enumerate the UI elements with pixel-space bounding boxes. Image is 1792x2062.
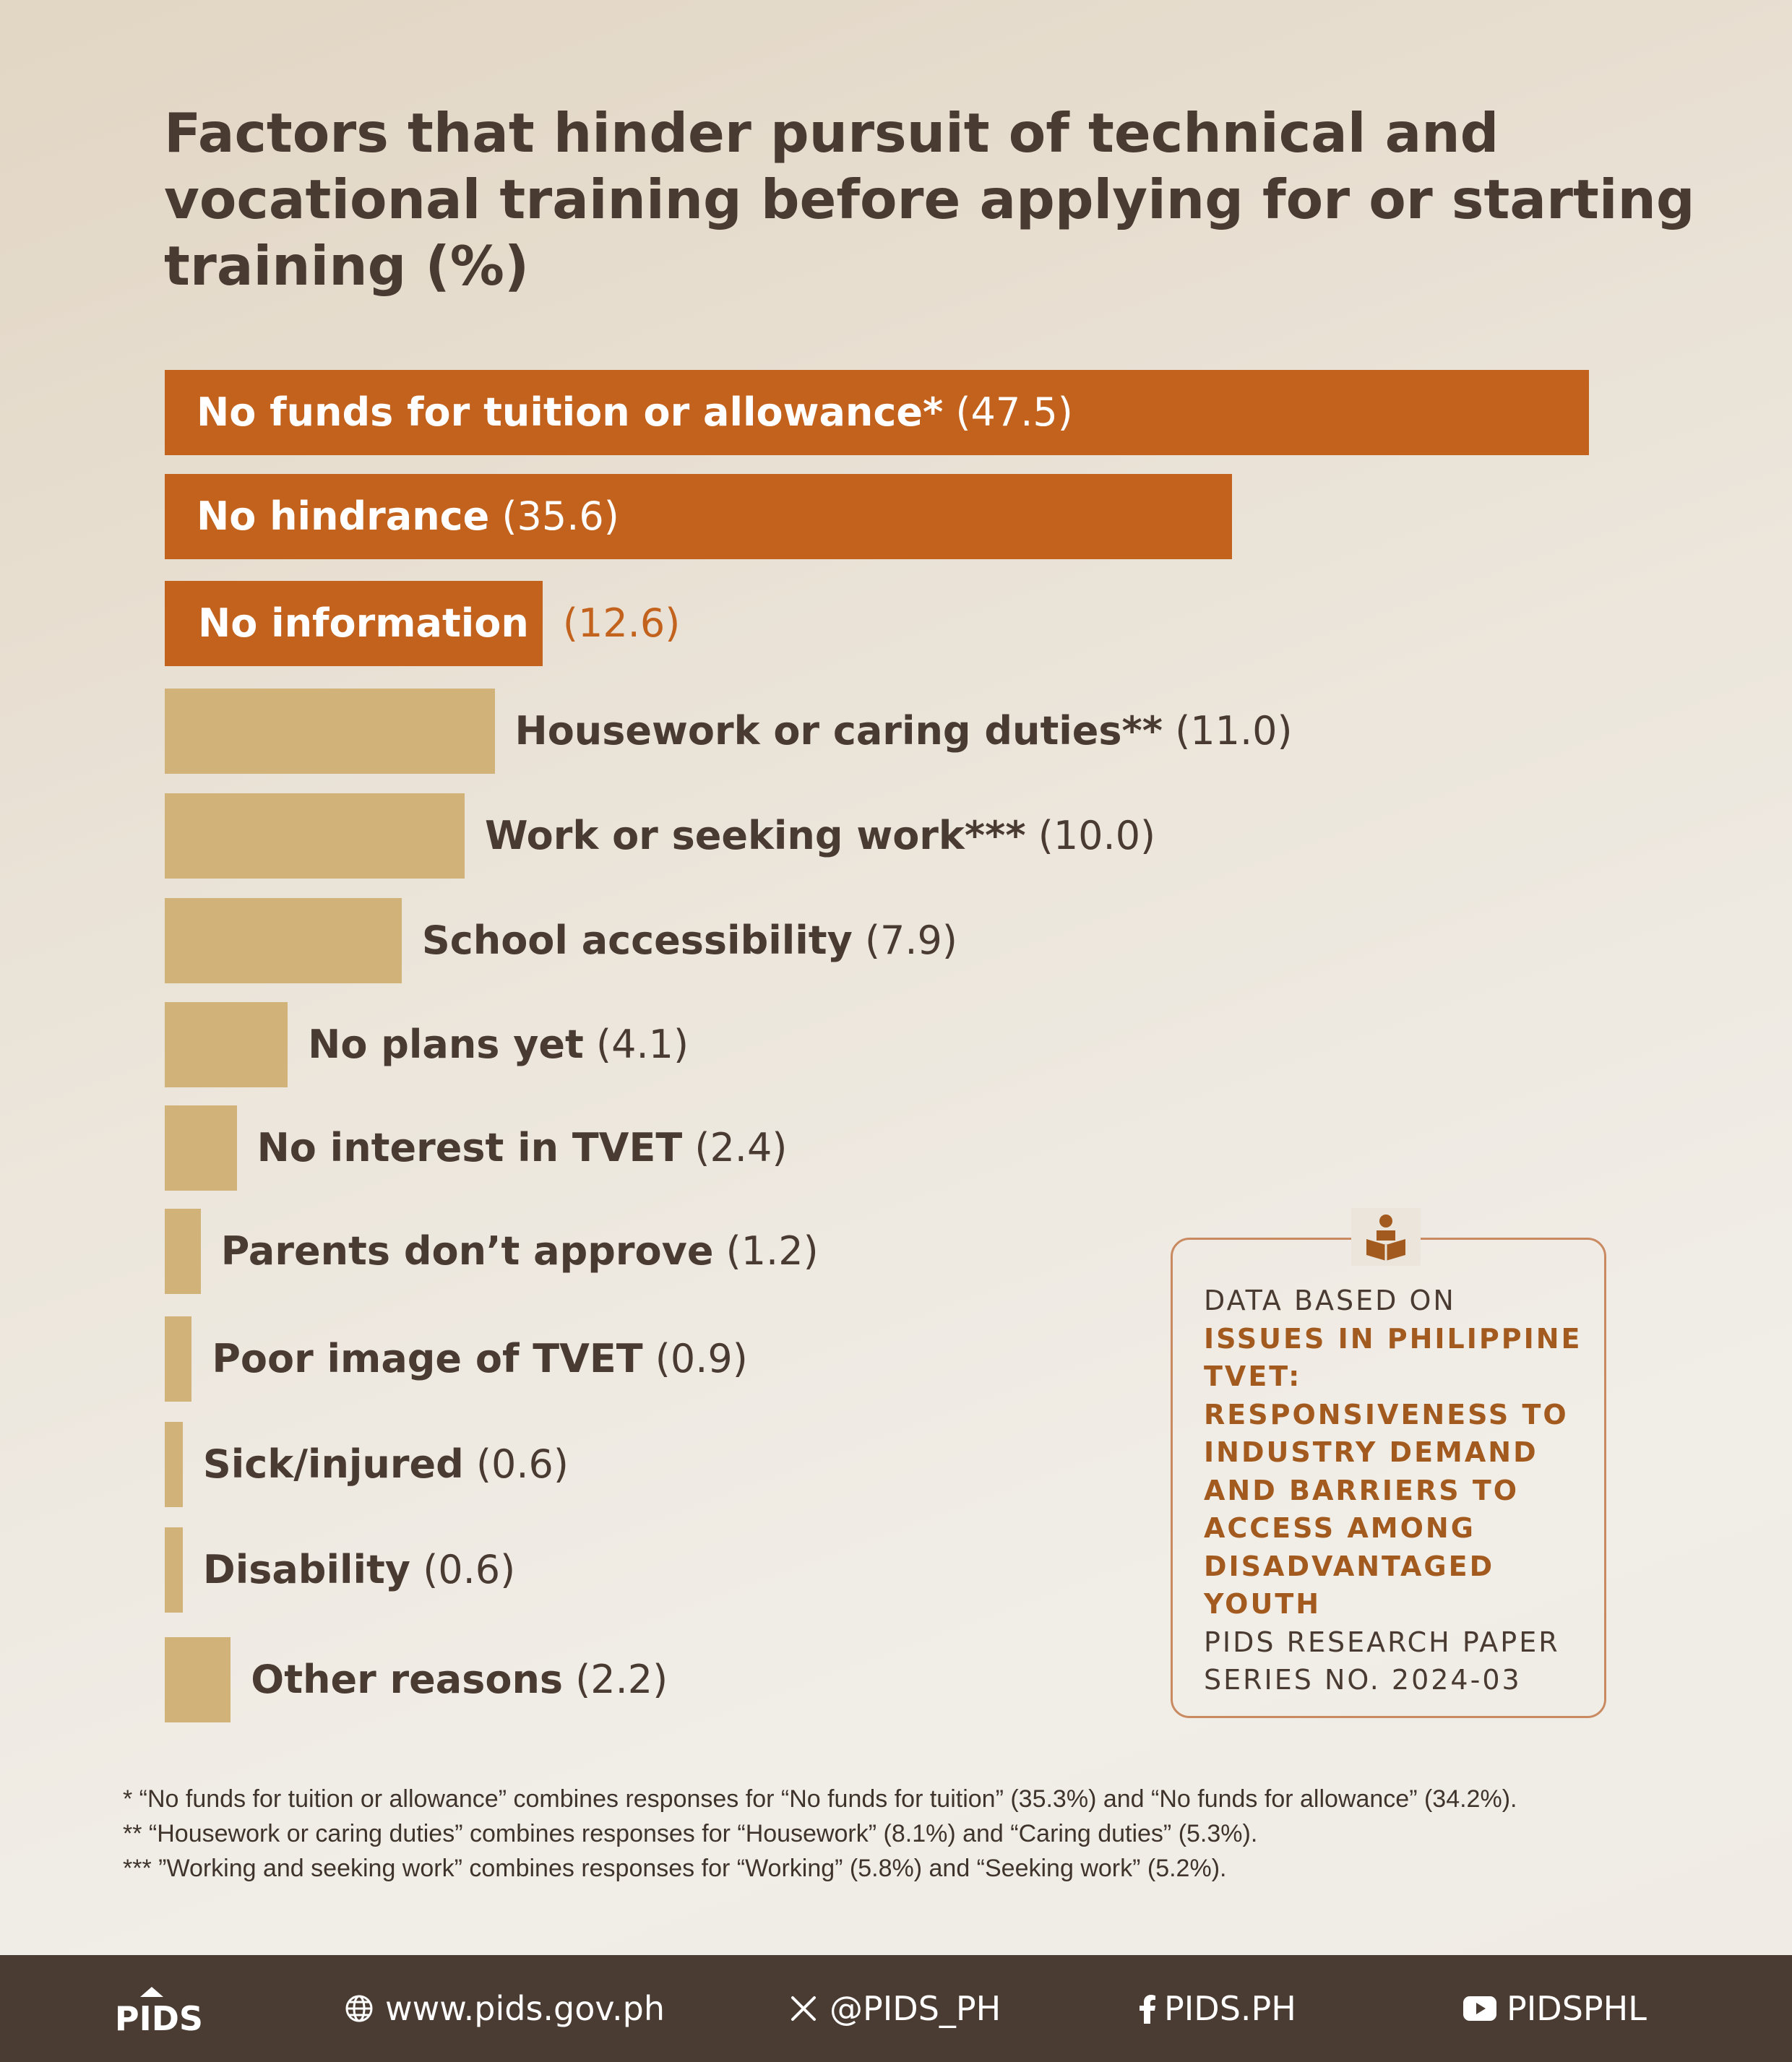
bar — [165, 1316, 192, 1402]
website-text: www.pids.gov.ph — [385, 1989, 665, 2028]
bar-value-label: (2.4) — [694, 1125, 788, 1170]
footnotes: * “No funds for tuition or allowance” co… — [123, 1782, 1778, 1886]
bar-value-label: (0.6) — [423, 1547, 516, 1592]
footnote: ** “Housework or caring duties” combines… — [123, 1820, 1258, 1847]
bar-label: Sick/injured (0.6) — [203, 1422, 569, 1507]
bar — [165, 1527, 183, 1613]
bar-label: No information (12.6) — [198, 581, 680, 666]
bar-value-label: (10.0) — [1038, 813, 1156, 858]
globe-icon — [343, 1993, 375, 2024]
bar-label: No funds for tuition or allowance* (47.5… — [197, 370, 1073, 455]
bar-category-label: Other reasons — [251, 1657, 564, 1702]
facebook-icon — [1138, 1993, 1157, 2024]
bar-value-label: (1.2) — [725, 1228, 819, 1274]
bar-value-label: (2.2) — [575, 1657, 668, 1702]
footnote: *** ”Working and seeking work” combines … — [123, 1855, 1227, 1882]
bar-label: Poor image of TVET (0.9) — [212, 1316, 747, 1402]
youtube-link[interactable]: PIDSPHL — [1463, 1955, 1647, 2062]
x-icon — [788, 1993, 819, 2024]
bar-label: Other reasons (2.2) — [251, 1637, 668, 1722]
bar-category-label: School accessibility — [421, 918, 853, 963]
bar-category-label: Disability — [202, 1547, 411, 1592]
bar-category-label: No plans yet — [308, 1022, 584, 1067]
source-series: PIDS RESEARCH PAPER SERIES NO. 2024-03 — [1204, 1626, 1560, 1696]
bar-label: No plans yet (4.1) — [308, 1002, 689, 1087]
facebook-handle: PIDS.PH — [1164, 1989, 1296, 2028]
bar-value-label: (35.6) — [501, 493, 619, 539]
youtube-handle: PIDSPHL — [1507, 1989, 1647, 2028]
bar-category-label: No interest in TVET — [257, 1125, 683, 1170]
bar-chart: No funds for tuition or allowance* (47.5… — [165, 370, 1590, 1722]
reading-person-icon — [1351, 1208, 1421, 1266]
bar-label: No hindrance (35.6) — [197, 474, 619, 559]
chart-title: Factors that hinder pursuit of technical… — [164, 101, 1695, 298]
bar-label: Parents don’t approve (1.2) — [221, 1209, 819, 1294]
bar-label: Housework or caring duties** (11.0) — [515, 689, 1293, 774]
bar-category-label: Poor image of TVET — [212, 1336, 643, 1381]
bar-value-label: (11.0) — [1175, 708, 1293, 754]
bar — [165, 1002, 288, 1087]
bar-value-label: (0.6) — [475, 1441, 569, 1487]
bar — [165, 1105, 237, 1191]
bar — [165, 1422, 183, 1507]
bar-value-label: (4.1) — [596, 1022, 689, 1067]
bar-category-label: No funds for tuition or allowance* — [197, 389, 944, 435]
bar-category-label: Parents don’t approve — [220, 1228, 714, 1274]
bar-category-label: Housework or caring duties** — [514, 708, 1163, 754]
x-handle: @PIDS_PH — [830, 1989, 1001, 2028]
bar — [165, 474, 1233, 559]
bar — [165, 1209, 201, 1294]
bar — [165, 793, 465, 879]
source-label: DATA BASED ON — [1204, 1285, 1456, 1316]
bar — [165, 370, 1590, 455]
website-link[interactable]: www.pids.gov.ph — [343, 1955, 665, 2062]
bar — [165, 689, 495, 774]
facebook-link[interactable]: PIDS.PH — [1138, 1955, 1296, 2062]
bar — [165, 581, 543, 666]
source-text: DATA BASED ON ISSUES IN PHILIPPINE TVET:… — [1204, 1282, 1594, 1699]
bar-value-label: (47.5) — [955, 389, 1073, 435]
bar — [165, 898, 402, 983]
bar-label: Work or seeking work*** (10.0) — [485, 793, 1155, 879]
source-paper-title: ISSUES IN PHILIPPINE TVET: RESPONSIVENES… — [1204, 1322, 1582, 1621]
svg-text:PIDS: PIDS — [115, 1999, 203, 2035]
bar-value-label: (0.9) — [655, 1336, 748, 1381]
bar-label: Disability (0.6) — [203, 1527, 515, 1613]
footnote: * “No funds for tuition or allowance” co… — [123, 1785, 1517, 1813]
bar-label: School accessibility (7.9) — [422, 898, 957, 983]
bar-category-label: No hindrance — [197, 493, 490, 539]
bar-label: No interest in TVET (2.4) — [257, 1105, 788, 1191]
bar-category-label: Sick/injured — [202, 1441, 464, 1487]
bar-value-label: (7.9) — [864, 918, 957, 963]
bar-value-label: (12.6) — [562, 600, 681, 646]
pids-logo: PIDS — [115, 1987, 203, 2035]
youtube-icon — [1463, 1993, 1496, 2024]
bar-category-label: Work or seeking work*** — [485, 813, 1026, 858]
x-link[interactable]: @PIDS_PH — [788, 1955, 1001, 2062]
bar-category-label: No information — [198, 600, 529, 646]
footer: PIDS www.pids.gov.ph @PIDS_PH PIDS.PH — [0, 1955, 1792, 2062]
bar — [165, 1637, 231, 1722]
